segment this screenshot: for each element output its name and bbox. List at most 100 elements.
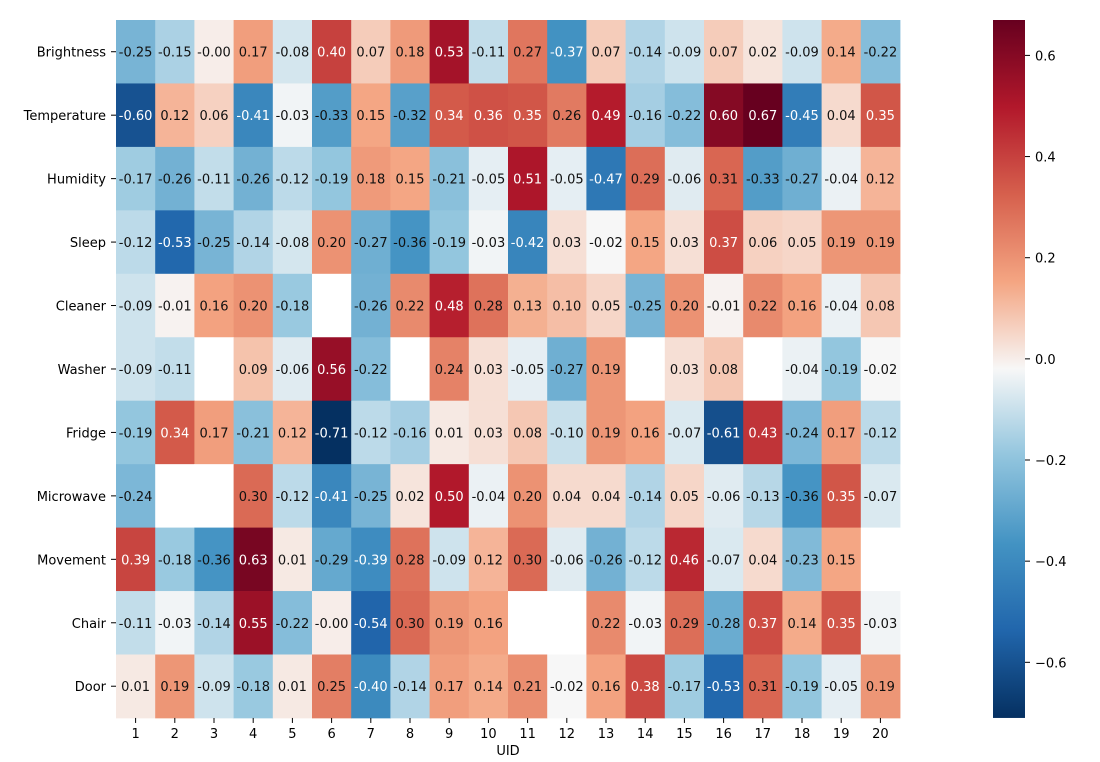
cell-value-label: -0.03 xyxy=(472,236,506,251)
x-tick-label: 14 xyxy=(637,727,654,742)
heatmap-cell xyxy=(233,146,274,211)
cell-value-label: 0.05 xyxy=(670,490,699,505)
heatmap-cell xyxy=(586,464,626,528)
heatmap-cell xyxy=(860,337,901,402)
x-tick-label: 7 xyxy=(367,727,375,742)
cell-value-label: 0.22 xyxy=(396,300,425,315)
heatmap-cell xyxy=(782,83,822,148)
cell-value-label: -0.01 xyxy=(707,300,741,315)
cell-value-label: -0.09 xyxy=(197,680,231,695)
heatmap-cell xyxy=(860,20,901,84)
heatmap-cell xyxy=(743,527,783,592)
heatmap-cell xyxy=(194,20,234,84)
cell-value-label: -0.45 xyxy=(785,109,819,124)
cell-value-label: 0.16 xyxy=(788,300,817,315)
heatmap-cell xyxy=(194,591,234,655)
heatmap-cell xyxy=(390,273,430,338)
heatmap-cell xyxy=(351,20,391,84)
cell-value-label: -0.09 xyxy=(432,553,466,568)
cell-value-label: 0.38 xyxy=(631,680,660,695)
heatmap-cell xyxy=(429,20,470,84)
x-tick-label: 10 xyxy=(480,727,497,742)
cell-value-label: 0.06 xyxy=(200,109,229,124)
cell-value-label: 0.12 xyxy=(474,553,503,568)
cell-value-label: -0.36 xyxy=(785,490,819,505)
heatmap-cell xyxy=(547,210,587,275)
cell-value-label: 0.16 xyxy=(631,426,660,441)
heatmap-cell xyxy=(586,337,626,402)
cell-value-label: -0.19 xyxy=(785,680,819,695)
cell-value-label: -0.16 xyxy=(393,426,427,441)
heatmap-cell xyxy=(272,83,313,148)
x-tick-label: 1 xyxy=(131,727,139,742)
cell-value-label: -0.09 xyxy=(119,300,153,315)
x-tick-label: 20 xyxy=(872,727,889,742)
colorbar-tick-label: 0.6 xyxy=(1035,49,1056,64)
cell-value-label: -0.60 xyxy=(119,109,153,124)
cell-value-label: 0.40 xyxy=(317,46,346,61)
heatmap-cell xyxy=(547,337,587,402)
heatmap-cell xyxy=(155,527,195,592)
cell-value-label: -0.71 xyxy=(315,426,349,441)
cell-value-label: 0.18 xyxy=(396,46,425,61)
cell-value-label: -0.01 xyxy=(158,300,192,315)
heatmap-cell xyxy=(390,400,430,465)
cell-value-label: -0.54 xyxy=(354,617,388,632)
heatmap-cell xyxy=(233,464,274,528)
x-tick-label: 19 xyxy=(833,727,850,742)
cell-value-label: 0.16 xyxy=(200,300,229,315)
cell-value-label: 0.34 xyxy=(435,109,464,124)
cell-value-label: 0.55 xyxy=(239,617,268,632)
heatmap-cell xyxy=(272,273,313,338)
heatmap-cell xyxy=(194,273,234,338)
cell-value-label: -0.14 xyxy=(393,680,427,695)
heatmap-cell xyxy=(664,273,705,338)
heatmap-cell xyxy=(351,83,391,148)
heatmap-cell xyxy=(625,20,666,84)
heatmap-cell xyxy=(233,337,274,402)
cell-value-label: -0.21 xyxy=(236,426,270,441)
cell-value-label: 0.07 xyxy=(709,46,738,61)
cell-value-label: 0.49 xyxy=(592,109,621,124)
x-tick-label: 6 xyxy=(327,727,335,742)
heatmap-cell xyxy=(155,273,195,338)
heatmap-cell xyxy=(547,400,587,465)
heatmap-cell xyxy=(116,210,156,275)
heatmap-cell xyxy=(821,146,862,211)
heatmap-cell xyxy=(272,654,313,719)
heatmap-cell xyxy=(821,400,862,465)
heatmap-cell xyxy=(586,210,626,275)
y-tick-label: Temperature xyxy=(23,109,106,124)
heatmap-cell xyxy=(272,337,313,402)
cell-value-label: 0.06 xyxy=(748,236,777,251)
heatmap-cell xyxy=(704,83,744,148)
heatmap-cell xyxy=(664,400,705,465)
cell-value-label: 0.02 xyxy=(396,490,425,505)
cell-value-label: 0.50 xyxy=(435,490,464,505)
heatmap-cell xyxy=(116,273,156,338)
cell-value-label: -0.61 xyxy=(707,426,741,441)
heatmap-cell xyxy=(664,210,705,275)
colorbar-tick-label: 0.2 xyxy=(1035,252,1056,267)
cell-value-label: 0.04 xyxy=(592,490,621,505)
cell-value-label: -0.29 xyxy=(315,553,349,568)
cell-value-label: -0.33 xyxy=(746,173,780,188)
x-tick-label: 15 xyxy=(676,727,693,742)
cell-value-label: -0.26 xyxy=(354,300,388,315)
cell-value-label: -0.28 xyxy=(707,617,741,632)
cell-value-label: -0.25 xyxy=(197,236,231,251)
y-tick-label: Microwave xyxy=(37,490,106,505)
heatmap-cell xyxy=(155,400,195,465)
cell-value-label: 0.17 xyxy=(435,680,464,695)
cell-value-label: 0.35 xyxy=(513,109,542,124)
cell-value-label: -0.19 xyxy=(119,426,153,441)
y-tick-label: Brightness xyxy=(37,46,106,61)
cell-value-label: 0.17 xyxy=(239,46,268,61)
heatmap-cell xyxy=(782,654,822,719)
heatmap-cell xyxy=(116,400,156,465)
cell-value-label: -0.10 xyxy=(550,426,584,441)
heatmap-cell xyxy=(351,337,391,402)
cell-value-label: 0.03 xyxy=(474,426,503,441)
heatmap-cell xyxy=(312,654,352,719)
